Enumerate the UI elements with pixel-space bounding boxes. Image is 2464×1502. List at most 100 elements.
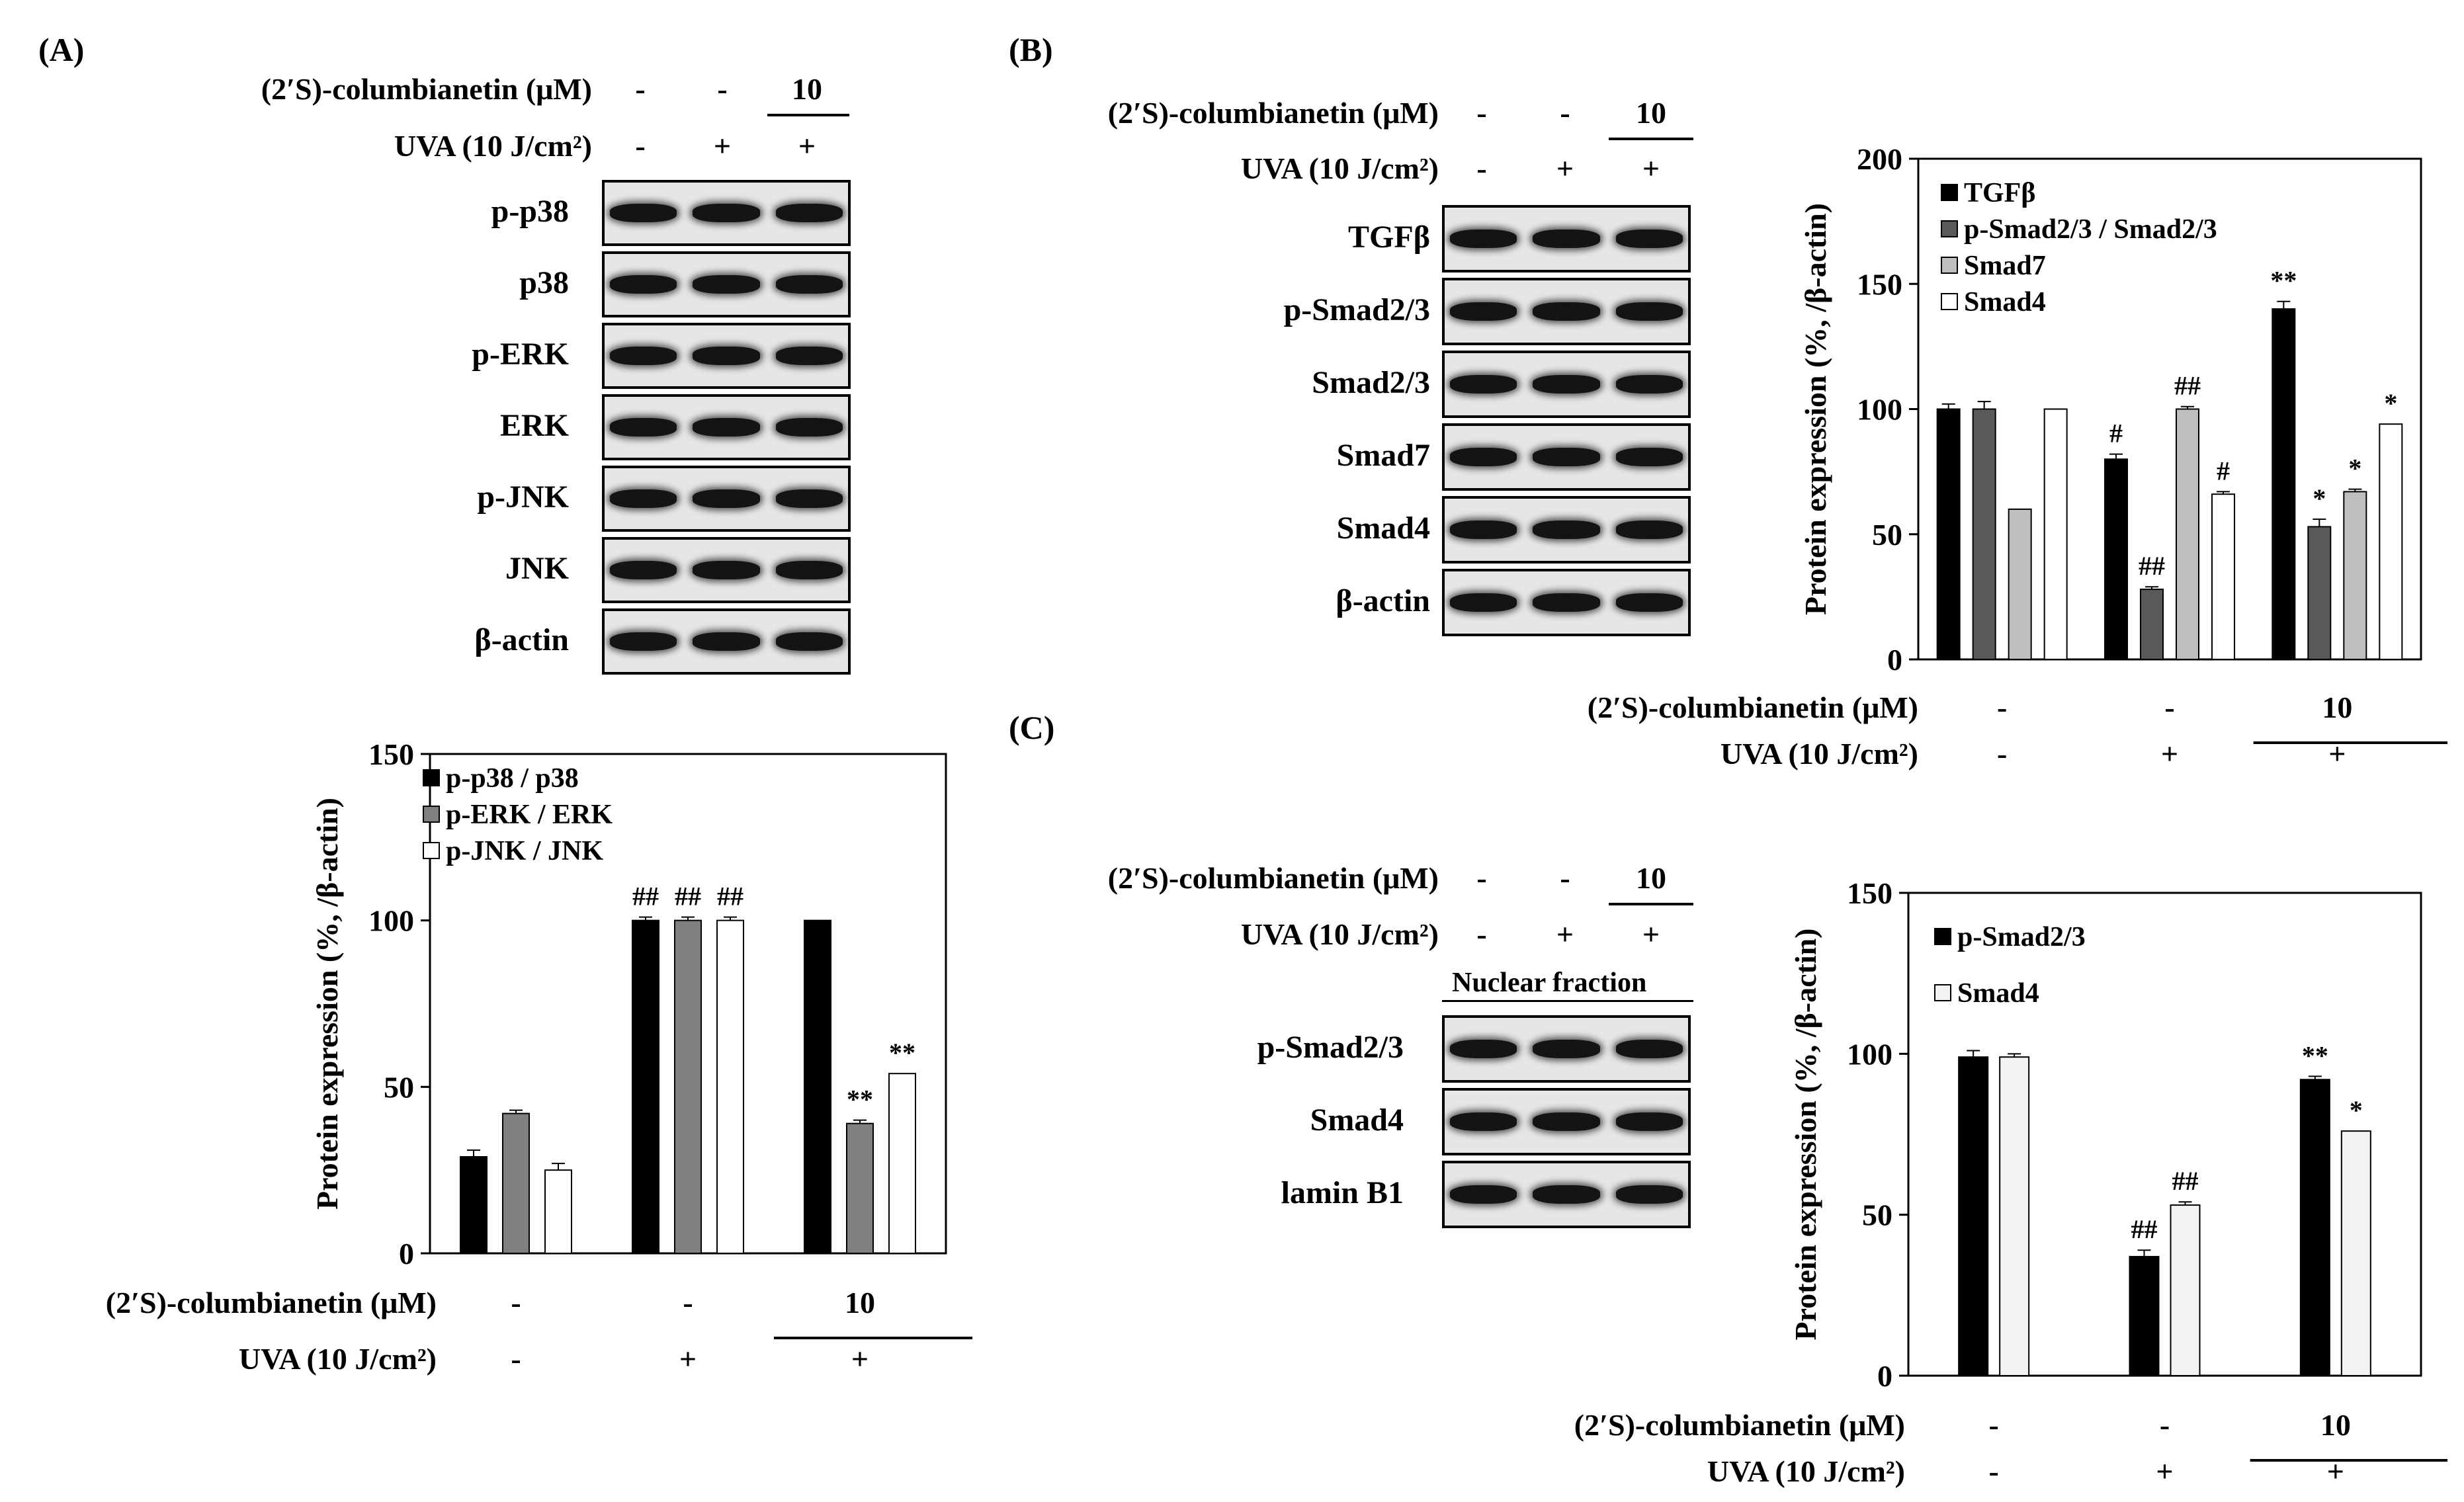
y-tick-label: 0 xyxy=(1887,643,1902,677)
band xyxy=(1533,1185,1600,1204)
condition-label: UVA (10 J/cm²) xyxy=(239,1342,437,1376)
band xyxy=(693,347,760,365)
bar xyxy=(2170,1204,2201,1376)
significance-mark: ## xyxy=(2139,551,2165,581)
bar xyxy=(2043,408,2068,660)
legend-swatch xyxy=(423,842,440,859)
significance-mark: * xyxy=(2384,388,2397,418)
band xyxy=(1533,375,1600,394)
significance-mark: ** xyxy=(2302,1040,2328,1070)
band xyxy=(693,275,760,294)
panel-label-a: (A) xyxy=(38,31,85,68)
blot-b-treatment-2-lane-2: + xyxy=(1556,151,1574,185)
condition-label: UVA (10 J/cm²) xyxy=(1721,737,1918,771)
condition-value: - xyxy=(511,1342,521,1376)
legend-label: p-Smad2/3 xyxy=(1957,922,2086,952)
band xyxy=(775,204,843,222)
y-axis-label: Protein expression (%, /β-actin) xyxy=(1789,928,1822,1340)
band xyxy=(610,489,677,508)
blot-a-row-label-3: p-ERK xyxy=(472,337,569,372)
blot-a-underline xyxy=(767,114,849,116)
blot-b-underline xyxy=(1609,138,1693,140)
blot-a-treatment-1-lane-2: - xyxy=(717,72,728,106)
condition-value: + xyxy=(851,1342,869,1376)
significance-mark: ## xyxy=(2172,1166,2199,1196)
nuclear-fraction-label: Nuclear fraction xyxy=(1452,968,1647,998)
band xyxy=(693,561,760,579)
condition-value: - xyxy=(511,1286,521,1319)
band xyxy=(1615,1185,1683,1204)
significance-mark: ** xyxy=(889,1038,915,1067)
bar xyxy=(2176,408,2199,660)
condition-value: - xyxy=(1989,1454,1999,1488)
band xyxy=(1533,302,1600,321)
band xyxy=(1450,448,1517,466)
band xyxy=(1615,229,1683,248)
y-axis-label: Protein expression (%, /β-actin) xyxy=(1799,203,1832,615)
y-tick-label: 50 xyxy=(1862,1198,1892,1232)
blot-a-row-label-4: ERK xyxy=(499,408,569,443)
bar xyxy=(632,919,659,1254)
y-axis-label: Protein expression (%, /β-actin) xyxy=(310,798,344,1210)
condition-value: - xyxy=(2160,1408,2170,1442)
blot-b-row-label-2: p-Smad2/3 xyxy=(1283,292,1430,327)
panel-label-b: (B) xyxy=(1009,31,1053,68)
legend-swatch xyxy=(1934,984,1951,1001)
y-tick-label: 0 xyxy=(399,1237,414,1271)
legend-swatch xyxy=(423,769,440,786)
band xyxy=(775,561,843,579)
condition-label: UVA (10 J/cm²) xyxy=(1707,1454,1905,1488)
legend-label: p-Smad2/3 / Smad2/3 xyxy=(1964,214,2217,245)
blot-b-row-label-1: TGFβ xyxy=(1348,220,1430,255)
legend-label: Smad4 xyxy=(1957,978,2039,1009)
blot-b-treatment-2-lane-3: + xyxy=(1642,151,1660,185)
bar xyxy=(846,1122,874,1254)
blot-a-row-label-5: p-JNK xyxy=(477,480,569,515)
significance-mark: ## xyxy=(2131,1214,2158,1244)
band xyxy=(775,275,843,294)
legend-swatch xyxy=(1934,928,1951,945)
legend-label: p-p38 / p38 xyxy=(446,763,579,794)
band xyxy=(1450,1185,1517,1204)
condition-value: - xyxy=(1989,1408,1999,1442)
band xyxy=(775,418,843,437)
bar xyxy=(502,1112,530,1254)
blot-c-treatment-1-lane-1: - xyxy=(1476,861,1487,895)
band xyxy=(610,561,677,579)
band xyxy=(610,632,677,651)
blot-c-row-label-2: Smad4 xyxy=(1310,1103,1404,1138)
band xyxy=(693,204,760,222)
blot-c-treatment-label-1: (2′S)-columbianetin (μM) xyxy=(1107,861,1439,895)
condition-value: + xyxy=(2161,737,2178,771)
blot-b-treatment-label-1: (2′S)-columbianetin (μM) xyxy=(1107,96,1439,130)
band xyxy=(1533,448,1600,466)
blot-b-row-label-5: Smad4 xyxy=(1336,511,1430,546)
condition-value: 10 xyxy=(845,1286,875,1319)
condition-value: + xyxy=(679,1342,697,1376)
y-tick-label: 150 xyxy=(1847,876,1892,910)
condition-value: 10 xyxy=(2320,1408,2351,1442)
y-tick-label: 100 xyxy=(1857,393,1902,427)
y-tick-label: 200 xyxy=(1857,142,1902,176)
band xyxy=(1450,229,1517,248)
condition-value: - xyxy=(1997,737,2007,771)
blot-a-treatment-2-lane-1: - xyxy=(635,129,646,163)
significance-mark: # xyxy=(2109,419,2123,448)
legend-swatch xyxy=(423,806,440,823)
blot-b-treatment-1-lane-1: - xyxy=(1476,96,1487,130)
bar xyxy=(2140,589,2164,661)
bar xyxy=(2104,458,2128,660)
band xyxy=(1450,1040,1517,1058)
band xyxy=(1615,1040,1683,1058)
significance-mark: * xyxy=(2350,1095,2363,1125)
bar xyxy=(544,1169,572,1254)
bar xyxy=(804,919,831,1254)
band xyxy=(1450,593,1517,612)
condition-value: - xyxy=(2164,690,2174,724)
band xyxy=(693,632,760,651)
band xyxy=(610,204,677,222)
band xyxy=(610,418,677,437)
significance-mark: ** xyxy=(2270,266,2297,296)
bar xyxy=(460,1156,488,1254)
blot-c-treatment-label-2: UVA (10 J/cm²) xyxy=(1240,917,1439,951)
